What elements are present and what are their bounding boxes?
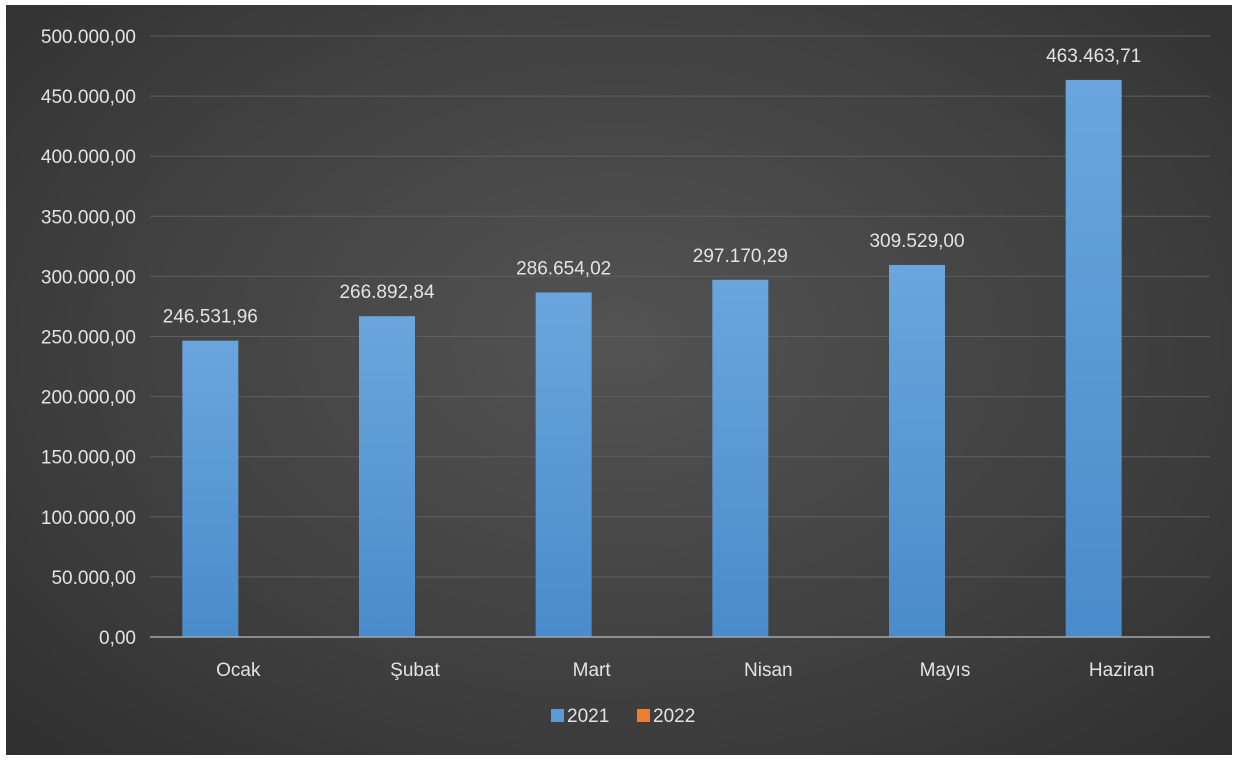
bar-chart: 0,00 50.000,00 100.000,00 150.000,00 200.000… <box>41 27 1210 727</box>
y-tick-label: 350.000,00 <box>41 207 136 228</box>
x-category-label: Haziran <box>1089 660 1154 681</box>
x-category-label: Şubat <box>390 660 440 681</box>
bar-2021 <box>712 279 769 637</box>
y-tick-label: 150.000,00 <box>41 448 136 469</box>
gridlines <box>150 35 1210 578</box>
data-label: 463.463,71 <box>1046 46 1141 67</box>
data-label: 286.654,02 <box>516 258 611 279</box>
data-label: 246.531,96 <box>163 307 258 328</box>
x-category-label: Mart <box>573 660 612 681</box>
data-labels: 246.531,96 266.892,84 286.654,02 297.170,29… <box>163 46 1141 328</box>
y-tick-label: 450.000,00 <box>41 87 136 108</box>
legend-swatch <box>551 709 564 722</box>
legend: 2021 2022 <box>551 706 695 727</box>
bar-2021 <box>889 264 945 637</box>
x-axis-category-labels: Ocak Şubat Mart Nisan Mayıs Haziran <box>216 660 1154 681</box>
data-label: 297.170,29 <box>693 246 788 267</box>
x-category-label: Mayıs <box>920 660 971 681</box>
y-tick-label: 0,00 <box>99 628 136 649</box>
y-tick-label: 250.000,00 <box>41 328 136 349</box>
bar-2021 <box>359 316 415 637</box>
y-tick-label: 50.000,00 <box>51 568 136 589</box>
y-axis-tick-labels: 0,00 50.000,00 100.000,00 150.000,00 200.000… <box>41 27 136 649</box>
y-tick-label: 400.000,00 <box>41 147 136 168</box>
bar-2021 <box>182 340 239 637</box>
data-label: 266.892,84 <box>339 282 435 303</box>
y-tick-label: 100.000,00 <box>41 508 136 529</box>
x-category-label: Nisan <box>744 660 793 681</box>
y-tick-label: 500.000,00 <box>41 27 136 48</box>
y-tick-label: 300.000,00 <box>41 267 136 288</box>
y-tick-label: 200.000,00 <box>41 388 136 409</box>
chart-area: 0,00 50.000,00 100.000,00 150.000,00 200.000… <box>6 5 1232 755</box>
data-label: 309.529,00 <box>869 231 964 252</box>
bar-2021 <box>535 292 592 637</box>
bar-2021 <box>1065 79 1122 637</box>
legend-label: 2022 <box>653 706 695 727</box>
legend-swatch <box>637 709 650 722</box>
legend-label: 2021 <box>567 706 609 727</box>
x-category-label: Ocak <box>216 660 261 681</box>
bar-series-2021 <box>182 79 1122 637</box>
